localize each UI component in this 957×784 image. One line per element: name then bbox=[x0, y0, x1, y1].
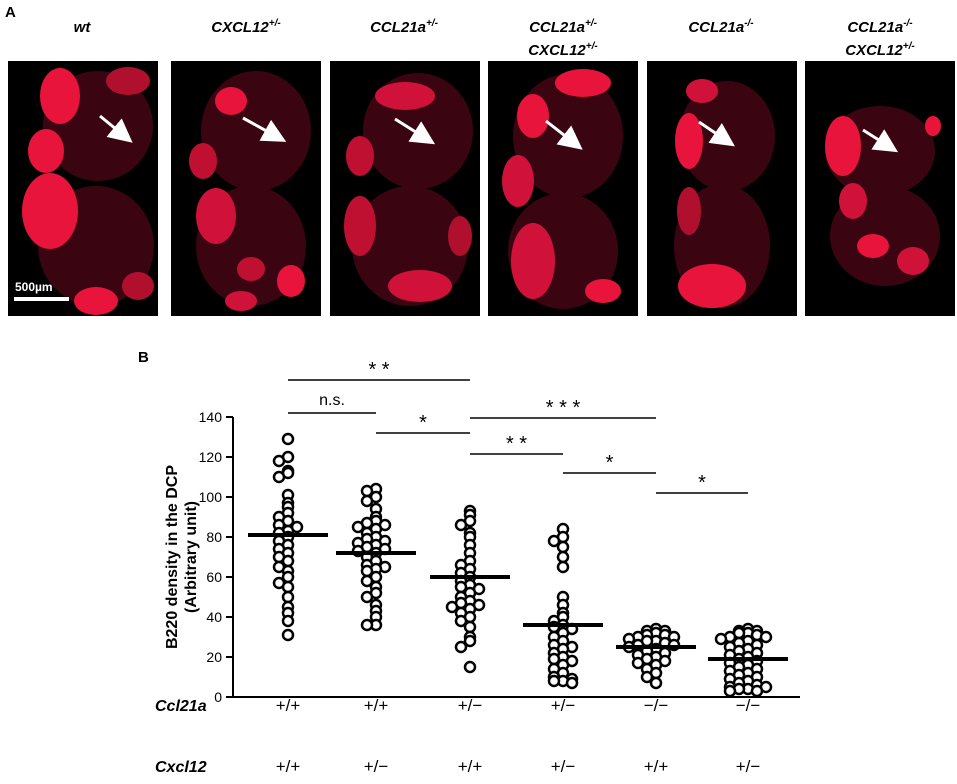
data-points bbox=[248, 432, 788, 698]
row-label-ccl21a: Ccl21a bbox=[155, 698, 207, 715]
y-tick-label: 40 bbox=[206, 609, 222, 625]
lymph-node-tissue bbox=[674, 79, 775, 308]
micrograph-1: 500µm bbox=[8, 61, 158, 316]
data-point bbox=[547, 534, 561, 548]
significance-label: * bbox=[698, 472, 706, 494]
data-point bbox=[454, 640, 468, 654]
data-point bbox=[556, 540, 570, 554]
panel-title-3: CCL21a+/- bbox=[370, 18, 438, 36]
significance-label: * bbox=[606, 452, 614, 474]
genotype-cxcl12: +/− bbox=[736, 757, 761, 776]
data-point bbox=[281, 628, 295, 642]
arrow-icon bbox=[99, 114, 133, 143]
data-point bbox=[556, 550, 570, 564]
arrow-icon bbox=[394, 117, 436, 145]
y-tick-label: 20 bbox=[206, 649, 222, 665]
data-point bbox=[463, 634, 477, 648]
y-tick-label: 140 bbox=[199, 409, 223, 425]
panel-title-2: CXCL12+/- bbox=[211, 18, 281, 36]
y-axis-label-line: B220 density in the DCP bbox=[164, 465, 181, 649]
data-point bbox=[360, 590, 374, 604]
lymph-node-tissue bbox=[344, 73, 473, 306]
panel-title-5: CCL21a-/- bbox=[688, 18, 754, 36]
arrow-icon bbox=[242, 116, 287, 142]
data-point bbox=[351, 520, 365, 534]
row-label-cxcl12: Cxcl12 bbox=[155, 759, 207, 776]
panel-a-letter: A bbox=[5, 4, 16, 21]
data-point bbox=[631, 656, 645, 670]
genotype-ccl21a: −/− bbox=[736, 696, 761, 715]
data-point bbox=[272, 454, 286, 468]
lymph-node-tissue bbox=[825, 106, 941, 286]
panel-title-4: CCL21a+/- CXCL12+/- bbox=[528, 18, 598, 59]
genotype-cxcl12: +/+ bbox=[458, 757, 483, 776]
y-tick-label: 100 bbox=[199, 489, 223, 505]
genotype-ccl21a: +/+ bbox=[364, 696, 389, 715]
micrograph-4 bbox=[488, 61, 638, 316]
arrow-icon bbox=[545, 119, 583, 150]
significance-label: n.s. bbox=[319, 392, 345, 409]
data-point bbox=[454, 518, 468, 532]
arrow-icon bbox=[862, 128, 899, 153]
data-point bbox=[454, 614, 468, 628]
genotype-ccl21a: +/+ bbox=[276, 696, 301, 715]
scale-bar bbox=[14, 297, 69, 301]
y-axis: 0 20 40 60 80 100 120 140 bbox=[199, 409, 800, 705]
data-point bbox=[272, 470, 286, 484]
micrograph-6 bbox=[805, 61, 955, 316]
y-tick-label: 120 bbox=[199, 449, 223, 465]
genotype-cxcl12: +/+ bbox=[276, 757, 301, 776]
significance-label: * * bbox=[368, 359, 389, 381]
data-point bbox=[360, 574, 374, 588]
significance-annotations: * * n.s. * * * * * * * * bbox=[288, 359, 748, 494]
scale-bar-label: 500µm bbox=[15, 280, 53, 294]
genotype-cxcl12: +/− bbox=[551, 757, 576, 776]
data-point bbox=[360, 494, 374, 508]
data-point bbox=[360, 618, 374, 632]
data-point bbox=[723, 684, 737, 698]
data-point bbox=[463, 660, 477, 674]
panel-title-6: CCL21a-/- CXCL12+/- bbox=[845, 18, 915, 59]
lymph-node-tissue bbox=[22, 67, 154, 315]
panel-title-1: wt bbox=[73, 19, 91, 36]
data-point bbox=[556, 560, 570, 574]
data-point bbox=[281, 432, 295, 446]
micrograph-2 bbox=[171, 61, 321, 316]
data-point bbox=[547, 674, 561, 688]
significance-label: * * * bbox=[546, 397, 581, 419]
significance-label: * * bbox=[506, 433, 527, 455]
y-tick-label: 80 bbox=[206, 529, 222, 545]
lymph-node-tissue bbox=[502, 69, 623, 309]
micrograph-5 bbox=[647, 61, 797, 316]
genotype-labels: +/+ +/+ +/+ +/− +/− +/+ +/− +/− −/− +/+ −/− +/− bbox=[276, 696, 761, 776]
y-axis-label: B220 density in the DCP (Arbitrary unit) bbox=[164, 465, 200, 649]
y-axis-label-line: (Arbitrary unit) bbox=[183, 501, 200, 613]
genotype-cxcl12: +/− bbox=[364, 757, 389, 776]
data-point bbox=[281, 590, 295, 604]
data-point bbox=[759, 630, 773, 644]
data-point bbox=[281, 580, 295, 594]
genotype-ccl21a: +/− bbox=[458, 696, 483, 715]
y-tick-label: 60 bbox=[206, 569, 222, 585]
data-point bbox=[463, 620, 477, 634]
data-point bbox=[649, 676, 663, 690]
scatter-chart: B * *n.s.** * ** *** 020406080100120140 … bbox=[138, 349, 800, 776]
arrow-icon bbox=[698, 120, 735, 147]
data-point bbox=[714, 632, 728, 646]
data-point bbox=[281, 614, 295, 628]
genotype-ccl21a: +/− bbox=[551, 696, 576, 715]
data-point bbox=[445, 600, 459, 614]
lymph-node-tissue bbox=[189, 71, 311, 311]
y-tick-label: 0 bbox=[214, 689, 222, 705]
genotype-cxcl12: +/+ bbox=[644, 757, 669, 776]
data-point bbox=[750, 684, 764, 698]
significance-label: * bbox=[419, 412, 427, 434]
micrograph-3 bbox=[330, 61, 480, 316]
genotype-ccl21a: −/− bbox=[644, 696, 669, 715]
data-point bbox=[565, 676, 579, 690]
data-point bbox=[640, 670, 654, 684]
panel-b-letter: B bbox=[138, 349, 149, 366]
